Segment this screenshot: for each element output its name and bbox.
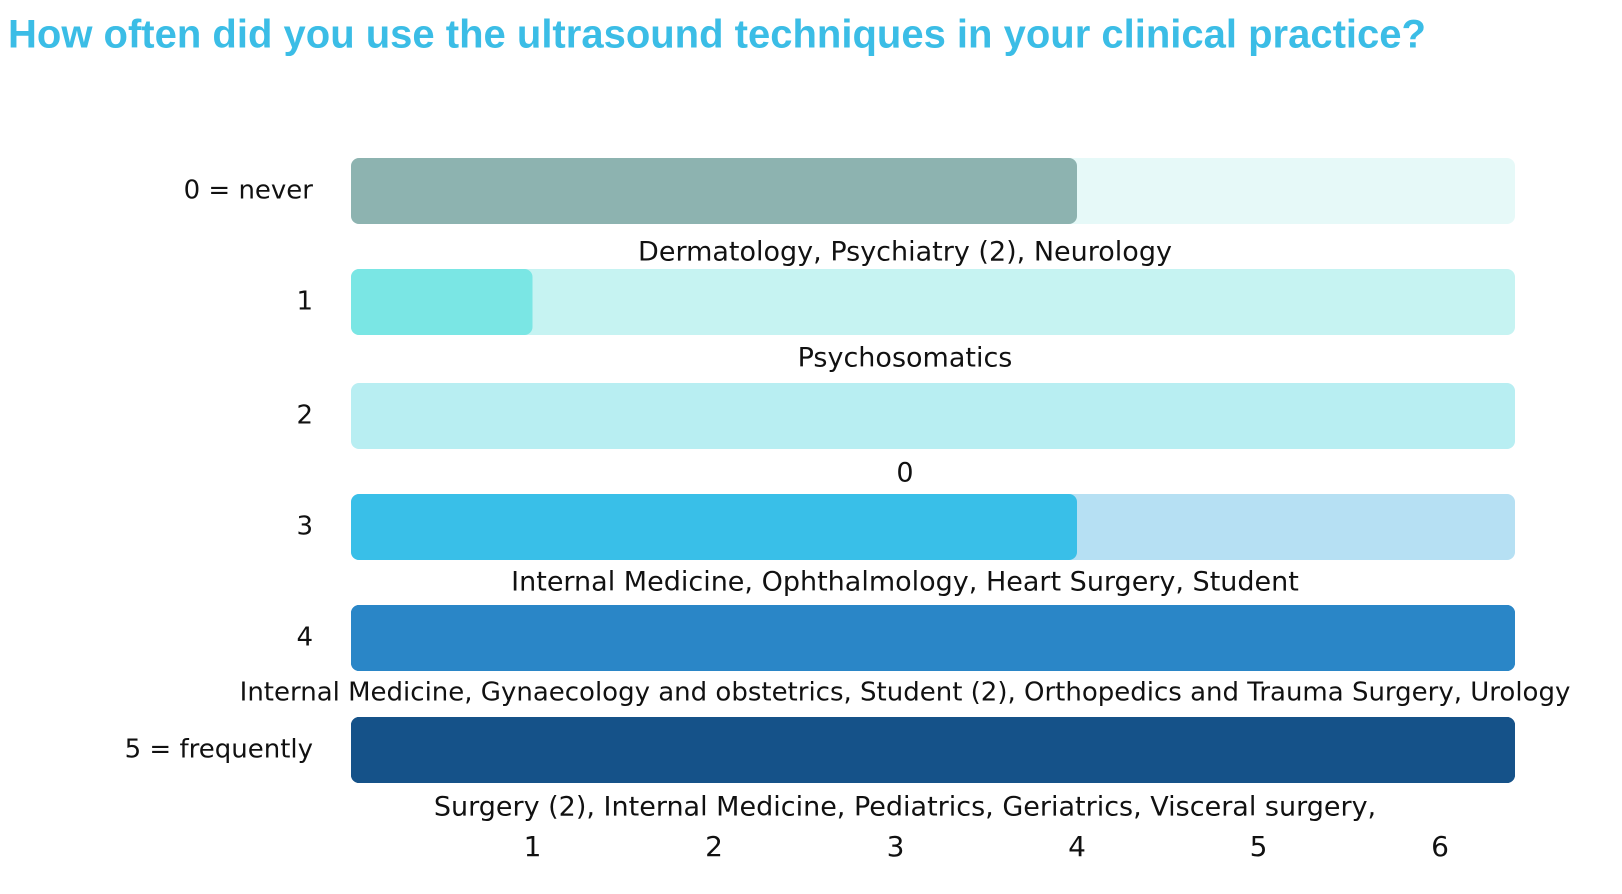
x-tick-label: 2 bbox=[705, 830, 723, 863]
bar-annotation: Internal Medicine, Ophthalmology, Heart … bbox=[511, 567, 1299, 598]
bar-annotation: Dermatology, Psychiatry (2), Neurology bbox=[638, 237, 1172, 268]
y-tick-label: 3 bbox=[296, 512, 313, 542]
y-tick-label: 1 bbox=[296, 287, 313, 317]
chart-title: How often did you use the ultrasound tec… bbox=[8, 13, 1426, 57]
bar-annotation: Surgery (2), Internal Medicine, Pediatri… bbox=[434, 792, 1376, 823]
bar-track bbox=[351, 269, 1515, 335]
bar bbox=[351, 494, 1077, 560]
x-tick-label: 3 bbox=[887, 830, 905, 863]
x-tick-label: 6 bbox=[1431, 830, 1449, 863]
bar-track bbox=[351, 383, 1515, 449]
bar bbox=[351, 717, 1515, 783]
bar bbox=[351, 158, 1077, 224]
bar-annotation: Internal Medicine, Gynaecology and obste… bbox=[240, 678, 1571, 708]
bar-annotation: 0 bbox=[896, 458, 913, 489]
x-tick-label: 4 bbox=[1068, 830, 1086, 863]
y-tick-label: 0 = never bbox=[184, 176, 314, 206]
bar bbox=[351, 605, 1515, 671]
x-tick-label: 1 bbox=[524, 830, 542, 863]
y-tick-label: 5 = frequently bbox=[125, 735, 313, 765]
bar-annotation: Psychosomatics bbox=[798, 343, 1013, 374]
y-tick-label: 4 bbox=[296, 623, 313, 653]
y-tick-label: 2 bbox=[296, 401, 313, 431]
x-tick-label: 5 bbox=[1250, 830, 1268, 863]
bar bbox=[351, 269, 533, 335]
